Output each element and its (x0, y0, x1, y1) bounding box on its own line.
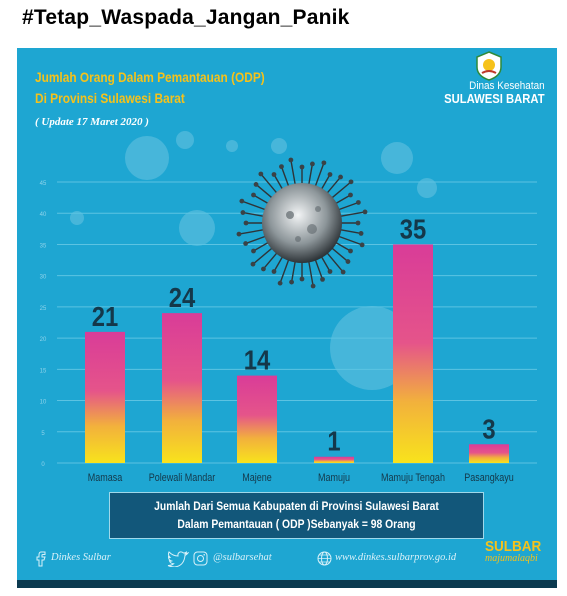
category-label: Mamasa (88, 472, 123, 484)
twitter-icon (167, 551, 189, 567)
bar (237, 375, 277, 463)
y-tick-label: 20 (40, 337, 47, 343)
category-label: Pasangkayu (464, 472, 514, 484)
summary-box: Jumlah Dari Semua Kabupaten di Provinsi … (109, 492, 484, 539)
category-label: Mamuju Tengah (381, 472, 445, 484)
organization-label: Dinas Kesehatan SULAWESI BARAT (433, 80, 545, 106)
bar (314, 456, 354, 463)
bar-value-label: 1 (327, 425, 340, 457)
facebook-icon (36, 551, 46, 567)
bar-value-label: 21 (92, 300, 118, 332)
virus-illustration-icon (236, 157, 368, 289)
summary-line1: Jumlah Dari Semua Kabupaten di Provinsi … (154, 501, 439, 513)
y-tick-label: 40 (40, 212, 47, 218)
y-axis-ticks: 0 5 10 15 20 25 30 35 40 45 (40, 181, 47, 468)
y-tick-label: 45 (40, 181, 47, 187)
social-media-bar: Dinkes Sulbar @sulbarsehat www.dinkes.su… (35, 548, 545, 572)
brand-name: SULBAR (485, 538, 542, 555)
category-label: Majene (242, 472, 272, 484)
post-hashtag: #Tetap_Waspada_Jangan_Panik (22, 6, 350, 29)
y-tick-label: 35 (40, 243, 47, 249)
chart-gridlines (57, 181, 537, 464)
facebook-handle: Dinkes Sulbar (51, 552, 111, 563)
chart-title-line2: Di Provinsi Sulawesi Barat (35, 91, 185, 106)
website-url: www.dinkes.sulbarprov.go.id (335, 552, 457, 563)
bar (393, 244, 433, 463)
y-tick-label: 10 (40, 400, 47, 406)
bar-value-label: 14 (244, 344, 271, 376)
y-tick-label: 15 (40, 368, 47, 374)
twitter-instagram-handle: @sulbarsehat (213, 552, 272, 563)
y-tick-label: 5 (41, 431, 45, 437)
bar-value-label: 24 (169, 281, 196, 313)
chart-update-date: ( Update 17 Maret 2020 ) (35, 116, 149, 128)
y-tick-label: 30 (40, 275, 47, 281)
category-label: Mamuju (318, 472, 350, 484)
bottom-strip (17, 580, 557, 588)
bar (85, 331, 125, 463)
bar-value-label: 3 (482, 412, 495, 444)
y-tick-label: 0 (41, 462, 45, 468)
bar (469, 444, 509, 463)
infographic-card: Jumlah Orang Dalam Pemantauan (ODP) Di P… (17, 48, 557, 588)
summary-line2: Dalam Pemantauan ( ODP )Sebanyak = 98 Or… (177, 519, 416, 531)
chart-title-line1: Jumlah Orang Dalam Pemantauan (ODP) (35, 70, 265, 85)
y-tick-label: 25 (40, 306, 47, 312)
org-line1: Dinas Kesehatan (469, 80, 545, 92)
instagram-icon (193, 551, 208, 566)
odp-bar-chart: 0 5 10 15 20 25 30 35 40 45 21 Mamasa 24 Polewali Ma… (40, 131, 537, 484)
bar-value-label: 35 (400, 213, 426, 245)
org-line2: SULAWESI BARAT (444, 92, 545, 106)
bar (162, 313, 202, 463)
province-logo-icon (476, 51, 502, 81)
brand-tagline: majumalaqbi (485, 553, 538, 564)
globe-icon (317, 551, 332, 566)
category-label: Polewali Mandar (149, 472, 216, 484)
sulbar-brand-logo: SULBAR majumalaqbi (485, 538, 548, 564)
